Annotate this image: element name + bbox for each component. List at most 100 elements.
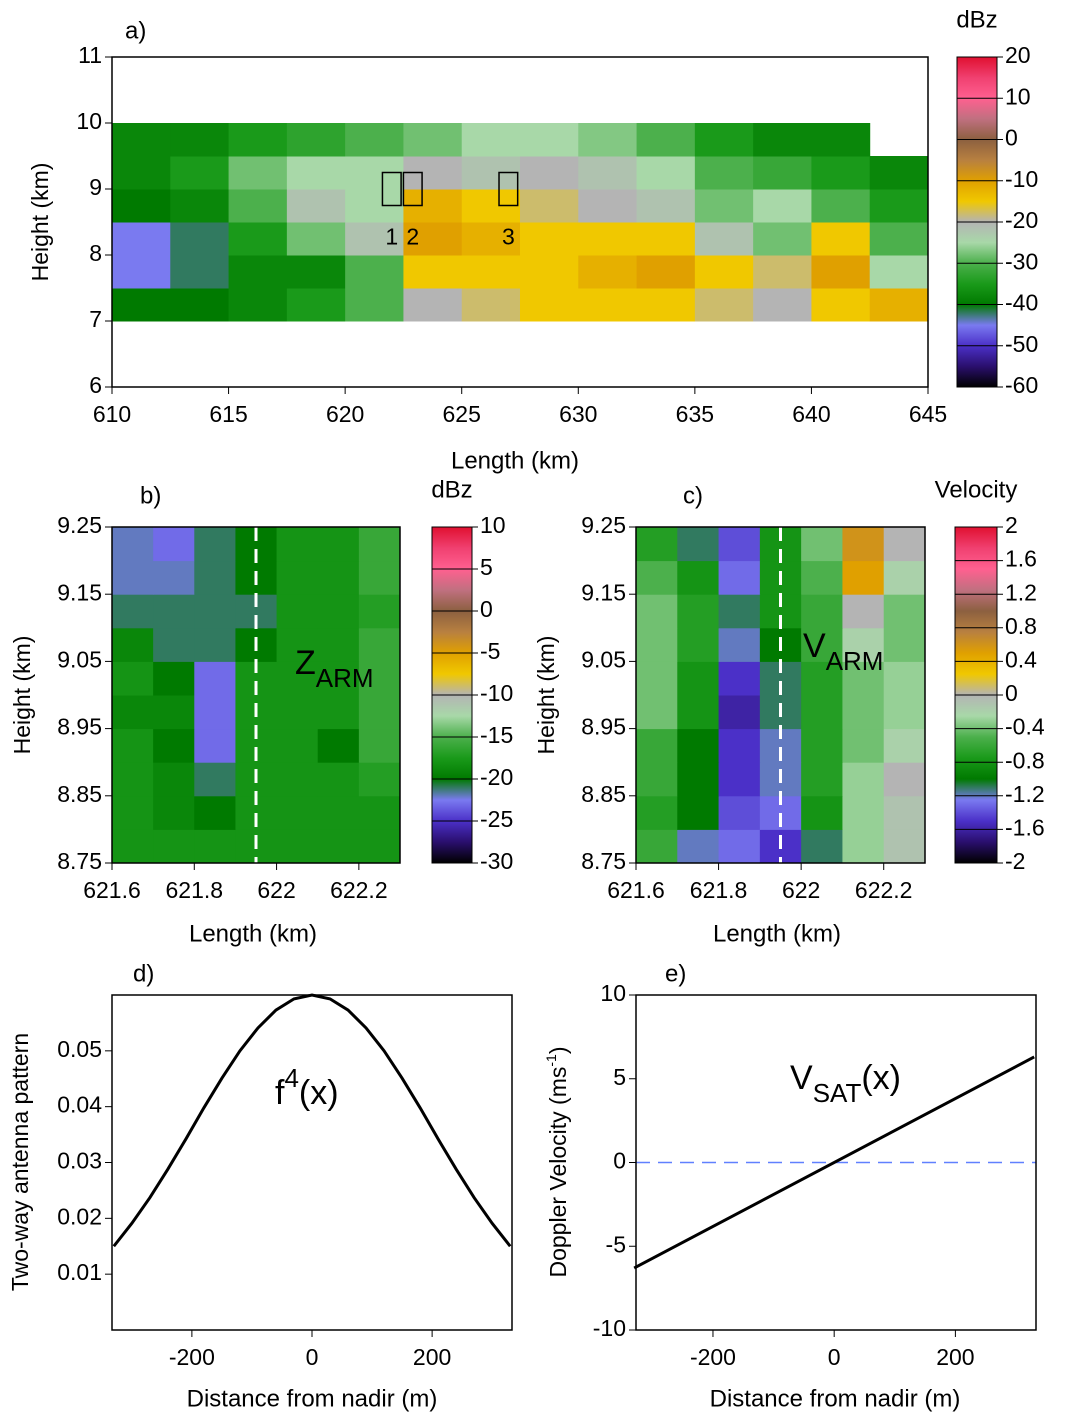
heat-cell	[842, 594, 885, 629]
heat-cell	[636, 560, 678, 595]
y-tick-label: 9.15	[581, 579, 626, 605]
x-tick-label: 610	[93, 401, 131, 427]
text-part: (x)	[299, 1074, 339, 1112]
heat-cell	[112, 255, 171, 289]
colorbar-tick-label: 1.6	[1005, 546, 1037, 572]
panel-label: c)	[683, 482, 703, 509]
x-tick-label: 615	[209, 401, 247, 427]
heat-cell	[228, 222, 288, 256]
heat-cell	[317, 695, 360, 730]
region-box	[381, 171, 402, 207]
colorbar-tick-label: 10	[480, 512, 506, 538]
heat-cell	[636, 255, 696, 289]
heat-cell	[403, 123, 463, 157]
x-axis-label: Length (km)	[713, 920, 841, 947]
heat-cell	[358, 695, 401, 730]
heat-cell	[153, 560, 195, 595]
y-tick-label: 8.95	[581, 714, 626, 740]
heat-cell	[194, 695, 236, 730]
colorbar-tick-label: -50	[1005, 331, 1038, 357]
heat-cell	[694, 123, 754, 157]
region-label: 2	[406, 224, 419, 250]
heat-cell	[194, 594, 236, 629]
heat-cell	[677, 829, 720, 864]
heat-cell	[112, 594, 154, 629]
heat-cell	[869, 288, 929, 322]
text-part: ARM	[316, 663, 374, 693]
y-tick-label: 9.25	[581, 512, 626, 538]
x-axis-label: Length (km)	[189, 920, 317, 947]
colorbar-tick-label: 0	[1005, 680, 1018, 706]
region-box	[498, 171, 519, 207]
region-box	[402, 171, 423, 207]
x-tick-label: 620	[326, 401, 364, 427]
heat-cell	[694, 288, 754, 322]
text-part: V	[803, 627, 826, 665]
colorbar-tick-label: -30	[1005, 248, 1038, 274]
heat-cell	[520, 222, 579, 256]
text-part: ARM	[826, 646, 884, 676]
y-tick-label: 0.04	[57, 1092, 102, 1118]
heat-cell	[753, 189, 812, 223]
y-tick-label: 11	[78, 42, 102, 68]
heat-cell	[801, 829, 843, 864]
colorbar-tick-label: -0.8	[1005, 747, 1045, 773]
heat-cell	[842, 728, 885, 763]
colorbar-tick-label: -5	[480, 638, 500, 664]
heat-cell	[842, 527, 885, 562]
panel-label: b)	[140, 482, 161, 509]
y-axis-label: Doppler Velocity (ms-1)	[543, 1046, 571, 1277]
text-part: )	[545, 1046, 571, 1054]
heat-cell	[883, 762, 926, 797]
heat-cell	[520, 189, 579, 223]
heat-cell	[520, 123, 579, 157]
text-part: -1	[543, 1054, 559, 1067]
heat-cell	[801, 728, 843, 763]
heat-cell	[801, 627, 843, 662]
heat-cell	[718, 627, 761, 662]
heat-cell	[403, 288, 463, 322]
heat-cell	[194, 627, 236, 662]
heat-cell	[358, 762, 401, 797]
heat-cell	[636, 594, 678, 629]
heat-cell	[718, 762, 761, 797]
heat-cell	[718, 728, 761, 763]
heat-cell	[112, 527, 154, 562]
heat-cell	[636, 728, 678, 763]
data-line	[112, 993, 512, 1248]
colorbar-tick-label: 0	[1005, 125, 1018, 151]
heat-cell	[636, 829, 678, 864]
heat-cell	[286, 156, 346, 190]
heat-cell	[317, 762, 360, 797]
heat-cell	[842, 762, 885, 797]
heat-cell	[358, 527, 401, 562]
colorbar-tick-label: 0.4	[1005, 646, 1037, 672]
x-tick-label: 622	[257, 877, 295, 903]
x-tick-label: 635	[676, 401, 714, 427]
heat-cell	[317, 627, 360, 662]
x-tick-label: -200	[169, 1344, 215, 1370]
colorbar-tick-label: 5	[480, 554, 493, 580]
heat-cell	[276, 762, 319, 797]
heat-cell	[170, 222, 230, 256]
heat-cell	[578, 189, 638, 223]
y-tick-label: 8.75	[581, 848, 626, 874]
colorbar-tick-label: -20	[480, 764, 513, 790]
heat-cell	[317, 661, 360, 696]
heat-cell	[461, 255, 521, 289]
heat-cell	[153, 594, 195, 629]
annotation: VARM	[803, 627, 883, 676]
y-tick-label: 9.05	[57, 646, 102, 672]
annotation: VSAT(x)	[790, 1059, 901, 1108]
heat-cell	[677, 594, 720, 629]
y-tick-label: 0.01	[57, 1259, 102, 1285]
text-part: (x)	[861, 1059, 901, 1097]
heat-cell	[636, 222, 696, 256]
heat-cell	[194, 728, 236, 763]
heat-cell	[801, 661, 843, 696]
heat-cell	[228, 255, 288, 289]
heat-cell	[753, 255, 812, 289]
heat-cell	[677, 527, 720, 562]
heat-cell	[317, 594, 360, 629]
